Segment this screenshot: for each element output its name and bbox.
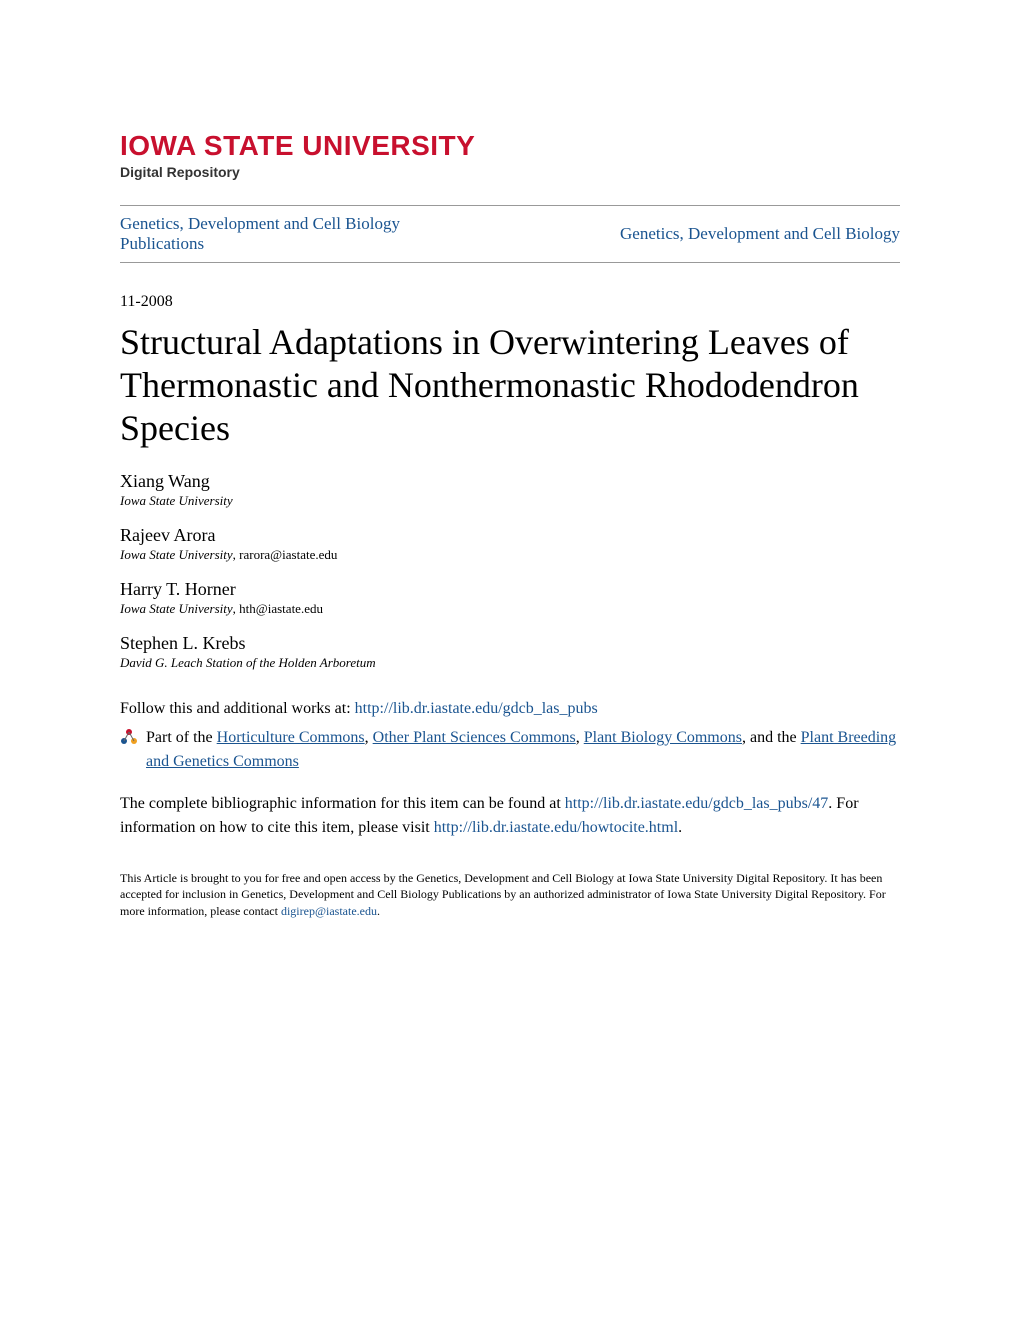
separator: , — [576, 729, 584, 746]
author-affiliation-line: Iowa State University, rarora@iastate.ed… — [120, 546, 900, 564]
separator: , and the — [742, 729, 801, 746]
author-affiliation: David G. Leach Station of the Holden Arb… — [120, 655, 376, 670]
author-block: Harry T. Horner Iowa State University, h… — [120, 579, 900, 618]
repository-label: Digital Repository — [120, 164, 900, 180]
author-affiliation: Iowa State University — [120, 493, 233, 508]
footer-disclaimer: This Article is brought to you for free … — [120, 870, 900, 920]
bib-text: . — [678, 819, 682, 836]
author-block: Stephen L. Krebs David G. Leach Station … — [120, 633, 900, 672]
publication-date: 11-2008 — [120, 293, 900, 311]
footer-end: . — [377, 904, 380, 918]
author-affiliation: Iowa State University — [120, 601, 233, 616]
follow-prefix: Follow this and additional works at: — [120, 700, 355, 717]
commons-prefix: Part of the — [146, 729, 217, 746]
author-block: Xiang Wang Iowa State University — [120, 471, 900, 510]
author-email: , rarora@iastate.edu — [233, 547, 338, 562]
author-affiliation-line: Iowa State University, hth@iastate.edu — [120, 600, 900, 618]
bibliographic-info: The complete bibliographic information f… — [120, 792, 900, 840]
department-link[interactable]: Genetics, Development and Cell Biology — [620, 224, 900, 244]
bib-text: The complete bibliographic information f… — [120, 795, 565, 812]
follow-url-link[interactable]: http://lib.dr.iastate.edu/gdcb_las_pubs — [355, 700, 598, 717]
author-block: Rajeev Arora Iowa State University, raro… — [120, 525, 900, 564]
separator: , — [365, 729, 373, 746]
footer-email-link[interactable]: digirep@iastate.edu — [281, 904, 377, 918]
author-name: Rajeev Arora — [120, 525, 900, 546]
publications-link[interactable]: Genetics, Development and Cell Biology P… — [120, 214, 440, 254]
author-affiliation-line: Iowa State University — [120, 492, 900, 510]
bib-link[interactable]: http://lib.dr.iastate.edu/howtocite.html — [434, 819, 678, 836]
author-name: Stephen L. Krebs — [120, 633, 900, 654]
author-name: Xiang Wang — [120, 471, 900, 492]
follow-line: Follow this and additional works at: htt… — [120, 697, 900, 721]
author-email: , hth@iastate.edu — [233, 601, 323, 616]
commons-link[interactable]: Plant Biology Commons — [584, 729, 742, 746]
commons-line: Part of the Horticulture Commons, Other … — [120, 726, 900, 774]
commons-text: Part of the Horticulture Commons, Other … — [146, 726, 900, 774]
bib-link[interactable]: http://lib.dr.iastate.edu/gdcb_las_pubs/… — [565, 795, 829, 812]
logo-section: IOWA STATE UNIVERSITY Digital Repository — [120, 130, 900, 180]
footer-body: This Article is brought to you for free … — [120, 871, 886, 919]
author-affiliation-line: David G. Leach Station of the Holden Arb… — [120, 654, 900, 672]
article-title: Structural Adaptations in Overwintering … — [120, 321, 900, 451]
author-affiliation: Iowa State University — [120, 547, 233, 562]
network-icon — [120, 728, 138, 746]
author-name: Harry T. Horner — [120, 579, 900, 600]
commons-link[interactable]: Horticulture Commons — [217, 729, 365, 746]
header-links-bar: Genetics, Development and Cell Biology P… — [120, 205, 900, 263]
commons-link[interactable]: Other Plant Sciences Commons — [373, 729, 576, 746]
university-name: IOWA STATE UNIVERSITY — [120, 130, 900, 162]
follow-section: Follow this and additional works at: htt… — [120, 697, 900, 840]
